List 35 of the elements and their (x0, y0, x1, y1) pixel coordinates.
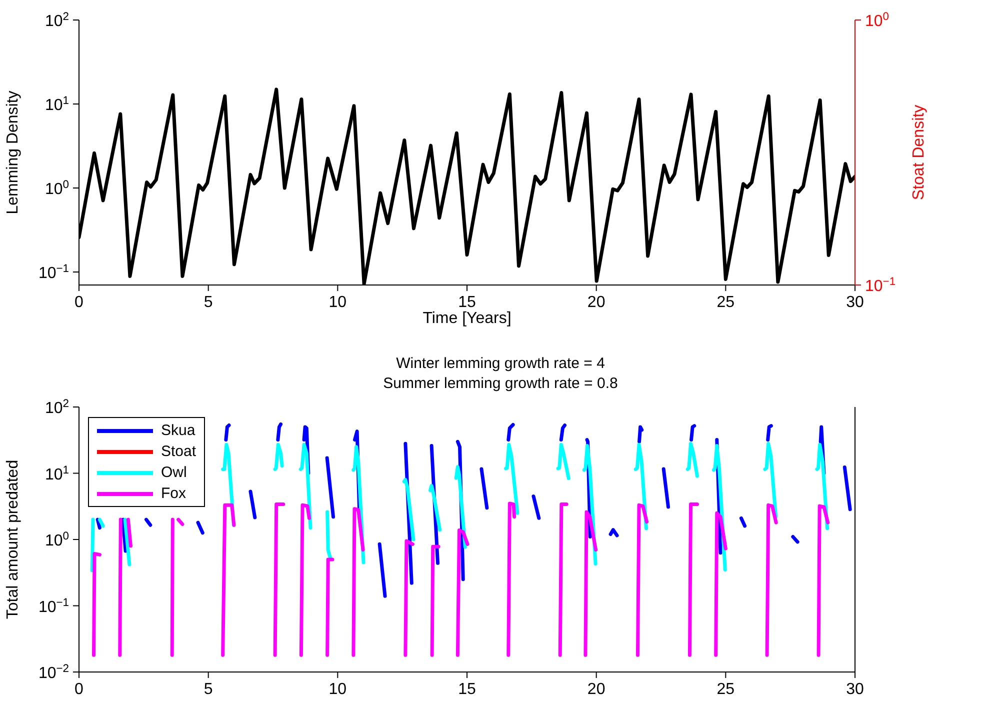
x-tick-label: 30 (846, 681, 864, 698)
x-tick-label: 10 (328, 681, 347, 698)
y-tick-label: 10$^{0}$ (44, 530, 69, 550)
y2-tick-label: 10$^{0}$ (865, 11, 890, 30)
x-tick-label: 0 (74, 681, 84, 698)
x-tick-label: 20 (587, 294, 606, 311)
x-tick-label: 30 (846, 294, 864, 311)
x-tick-label: 25 (716, 294, 735, 311)
legend-label: Skua (161, 422, 196, 439)
chart-subtitle: Summer lemming growth rate = 0.8 (382, 375, 619, 392)
x-axis-title: Time [Years] (422, 310, 512, 327)
y-axis-title: Total amount predated (4, 460, 22, 620)
y-tick-label: 10$^{2}$ (44, 398, 69, 417)
x-tick-label: 20 (587, 681, 606, 698)
y-tick-label: 10$^{−2}$ (38, 663, 69, 682)
chart-title: Winter lemming growth rate = 4 (395, 355, 606, 372)
x-tick-label: 25 (716, 681, 735, 698)
y-tick-label: 10$^{−1}$ (38, 262, 69, 282)
x-tick-label: 15 (458, 294, 476, 311)
legend-label: Stoat (161, 443, 196, 460)
x-tick-label: 0 (74, 294, 84, 311)
x-tick-label: 15 (458, 681, 476, 698)
x-tick-label: 5 (204, 681, 213, 698)
y-tick-label: 10$^{0}$ (44, 178, 69, 198)
legend-label: Owl (161, 464, 187, 481)
x-tick-label: 10 (328, 294, 347, 311)
y2-tick-label: 10$^{−1}$ (865, 276, 896, 295)
y2-axis-title: Stoat Density (910, 104, 928, 200)
y-axis-title: Lemming Density (4, 90, 22, 214)
x-tick-label: 5 (204, 294, 213, 311)
y-tick-label: 10$^{−1}$ (38, 596, 69, 616)
y-tick-label: 10$^{1}$ (44, 464, 69, 484)
y-tick-label: 10$^{1}$ (44, 94, 69, 114)
legend-label: Fox (161, 485, 186, 502)
y-tick-label: 10$^{2}$ (44, 11, 69, 30)
